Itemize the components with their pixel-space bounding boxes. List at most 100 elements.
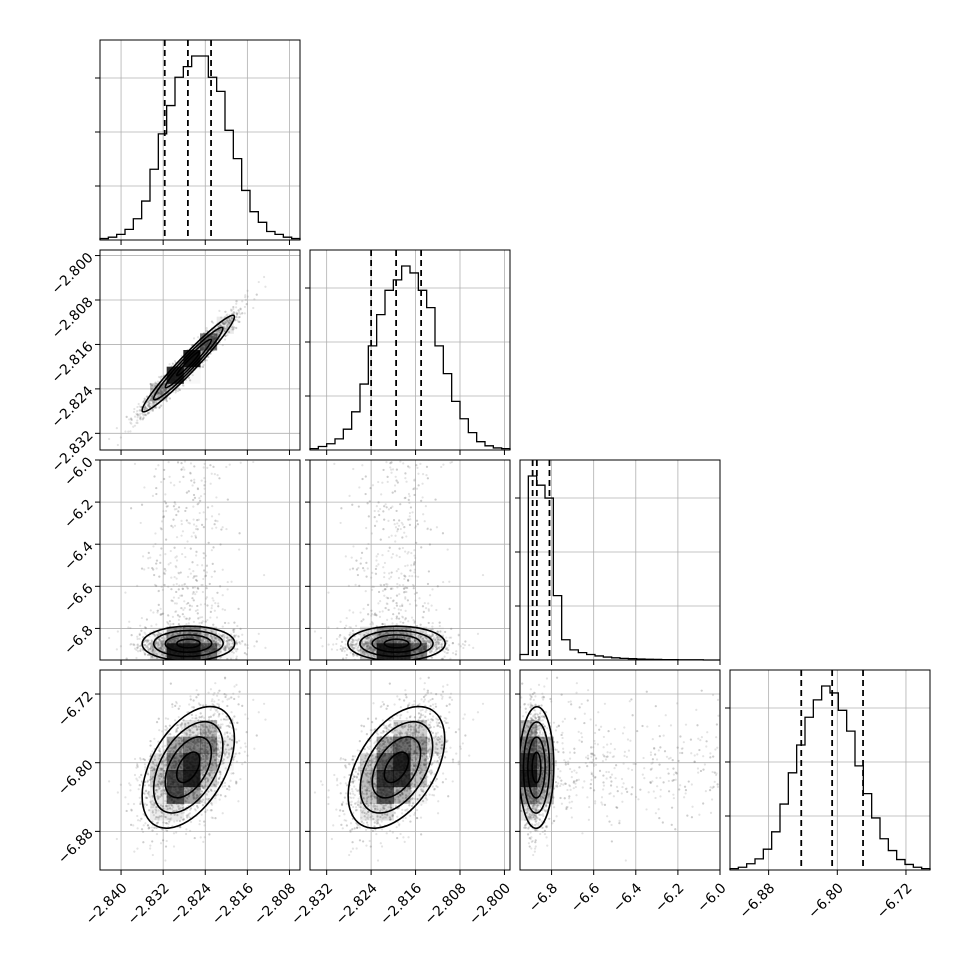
scatter-point <box>155 401 158 404</box>
scatter-point <box>191 640 194 644</box>
scatter-point <box>151 404 154 407</box>
scatter-point <box>150 655 154 658</box>
scatter-point <box>218 645 221 648</box>
panel-frame <box>99 249 301 451</box>
scatter-point <box>231 326 234 329</box>
scatter-point <box>179 664 181 666</box>
scatter-point <box>152 401 155 405</box>
scatter-point <box>219 644 222 647</box>
scatter-point <box>155 492 158 496</box>
scatter-point <box>175 610 178 613</box>
scatter-point <box>202 332 205 335</box>
scatter-point <box>168 639 172 642</box>
scatter-point <box>199 638 202 641</box>
scatter-point <box>169 623 172 626</box>
scatter-point <box>177 571 180 574</box>
scatter-point <box>199 347 202 350</box>
scatter-point <box>203 603 207 606</box>
scatter-point <box>141 413 145 416</box>
scatter-point <box>168 397 171 400</box>
scatter-point <box>223 322 226 325</box>
scatter-point <box>219 650 222 653</box>
scatter-point <box>203 346 206 349</box>
scatter-point <box>197 637 200 640</box>
scatter-point <box>159 388 162 392</box>
scatter-point <box>217 325 220 328</box>
scatter-point <box>191 636 195 639</box>
scatter-point <box>147 639 150 642</box>
scatter-point <box>147 566 150 570</box>
scatter-point <box>182 635 186 638</box>
scatter-point <box>161 386 165 390</box>
scatter-point <box>178 388 181 392</box>
scatter-point <box>145 407 148 410</box>
scatter-point <box>210 336 213 339</box>
scatter-point <box>214 636 217 640</box>
scatter-point <box>180 534 183 537</box>
scatter-point <box>149 399 152 402</box>
scatter-point <box>217 605 220 608</box>
scatter-point <box>195 525 198 528</box>
scatter-point <box>220 635 223 638</box>
scatter-point <box>228 463 231 466</box>
scatter-point <box>206 341 209 345</box>
scatter-point <box>147 404 150 407</box>
scatter-point <box>225 465 228 469</box>
scatter-point <box>160 528 163 531</box>
scatter-point <box>168 475 171 478</box>
scatter-point <box>174 641 177 644</box>
scatter-point <box>129 626 132 630</box>
scatter-point <box>200 616 204 619</box>
scatter-point <box>152 568 155 571</box>
scatter-point <box>191 561 194 564</box>
scatter-point <box>188 640 191 643</box>
scatter-point <box>179 594 182 597</box>
scatter-point <box>166 640 169 644</box>
scatter-point <box>173 641 176 644</box>
scatter-point <box>160 642 163 646</box>
scatter-point <box>195 641 198 644</box>
scatter-point <box>155 486 158 490</box>
scatter-point <box>238 311 241 314</box>
scatter-point <box>162 384 165 387</box>
scatter-point <box>199 636 202 639</box>
scatter-point <box>160 520 164 523</box>
scatter-point <box>154 532 157 535</box>
scatter-point <box>213 338 216 341</box>
scatter-point <box>196 503 199 506</box>
scatter-point <box>161 391 164 394</box>
scatter-point <box>159 648 162 651</box>
scatter-point <box>151 395 154 398</box>
scatter-point <box>219 643 222 646</box>
scatter-point <box>180 523 183 526</box>
scatter-point <box>167 640 171 644</box>
scatter-point <box>193 481 196 484</box>
scatter-point <box>156 392 159 395</box>
scatter-point <box>146 400 149 403</box>
scatter-point <box>132 643 136 646</box>
scatter-point <box>209 335 212 338</box>
scatter-point <box>167 614 170 617</box>
scatter-point <box>167 641 170 644</box>
scatter-point <box>188 639 191 643</box>
scatter-point <box>212 641 215 644</box>
scatter-point <box>203 633 206 636</box>
scatter-point <box>238 641 241 644</box>
scatter-point <box>151 644 154 647</box>
scatter-point <box>214 337 218 340</box>
scatter-point <box>139 649 142 652</box>
scatter-point <box>223 635 226 639</box>
scatter-point <box>158 575 161 578</box>
scatter-point <box>149 556 152 559</box>
scatter-point <box>204 343 207 346</box>
scatter-point <box>150 655 154 658</box>
scatter-point <box>174 639 177 642</box>
scatter-point <box>180 468 183 471</box>
scatter-point <box>246 295 249 298</box>
scatter-point <box>146 412 149 416</box>
scatter-point <box>216 334 219 337</box>
scatter-point <box>184 457 186 459</box>
scatter-point <box>151 395 154 398</box>
scatter-point <box>163 639 166 643</box>
scatter-point <box>125 657 128 660</box>
